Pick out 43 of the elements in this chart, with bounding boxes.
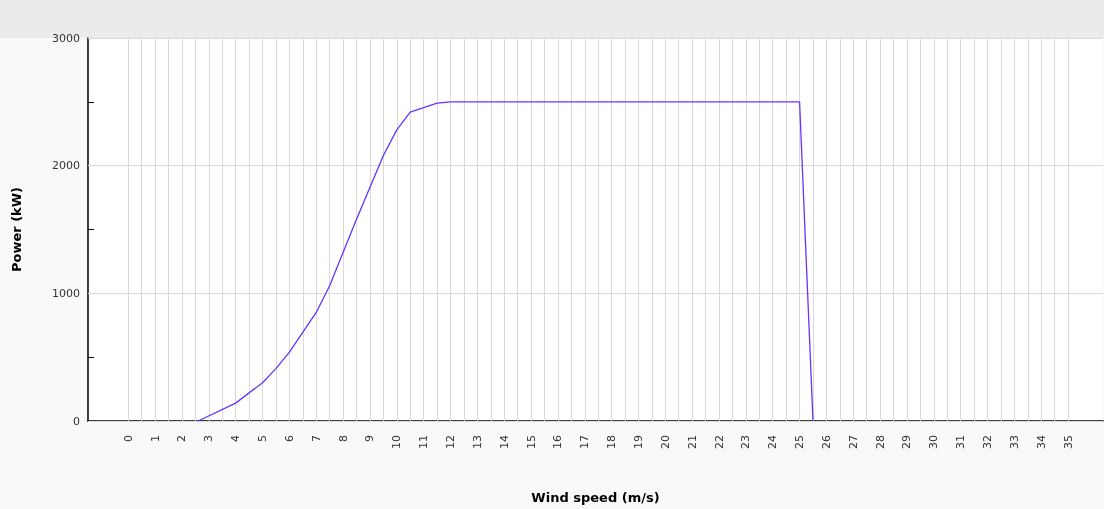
x-tick-label: 7 xyxy=(309,435,323,442)
x-tick-label: 5 xyxy=(256,435,270,442)
x-tick-label: 28 xyxy=(873,435,887,449)
y-tick-label: 3000 xyxy=(52,31,80,45)
x-tick-label: 21 xyxy=(685,435,699,449)
x-tick-label: 4 xyxy=(229,435,243,442)
y-tick-label: 0 xyxy=(73,414,80,428)
x-tick-label: 2 xyxy=(175,435,189,442)
x-tick-label: 35 xyxy=(1061,435,1075,449)
x-tick-label: 13 xyxy=(470,435,484,449)
x-tick-label: 15 xyxy=(524,435,538,449)
x-tick-label: 1 xyxy=(148,435,162,442)
x-tick-label: 12 xyxy=(444,435,457,449)
x-tick-label: 16 xyxy=(551,435,565,449)
x-tick-label: 8 xyxy=(336,435,350,442)
x-tick-label: 33 xyxy=(1007,435,1021,449)
x-tick-label: 29 xyxy=(900,435,914,449)
y-tick-label: 1000 xyxy=(52,286,80,300)
x-tick-label: 6 xyxy=(282,435,296,442)
x-tick-label: 14 xyxy=(497,435,511,449)
x-tick-label: 24 xyxy=(766,435,780,449)
x-tick-label: 22 xyxy=(712,435,726,449)
x-tick-label: 17 xyxy=(578,435,592,449)
x-tick-label: 26 xyxy=(819,435,833,449)
y-axis-title: Power (kW) xyxy=(9,186,24,273)
x-tick-label: 23 xyxy=(739,435,753,449)
y-tick-label: 2000 xyxy=(52,159,80,173)
x-tick-label: 0 xyxy=(121,435,135,442)
x-tick-label: 27 xyxy=(846,435,860,449)
x-tick-label: 32 xyxy=(981,435,995,449)
x-tick-label: 18 xyxy=(605,435,619,449)
x-tick-label: 31 xyxy=(954,435,968,449)
x-tick-label: 30 xyxy=(927,435,941,449)
x-tick-label: 10 xyxy=(390,435,404,449)
x-tick-label: 19 xyxy=(631,435,645,449)
line-series xyxy=(197,101,814,422)
x-tick-label: 34 xyxy=(1034,435,1048,449)
x-tick-label: 25 xyxy=(793,435,807,449)
x-tick-label: 3 xyxy=(202,435,216,442)
x-tick-label: 20 xyxy=(658,435,672,449)
x-tick-label: 11 xyxy=(417,435,431,449)
x-axis-title: Wind speed (m/s) xyxy=(531,490,660,505)
x-tick-label: 9 xyxy=(363,435,377,442)
